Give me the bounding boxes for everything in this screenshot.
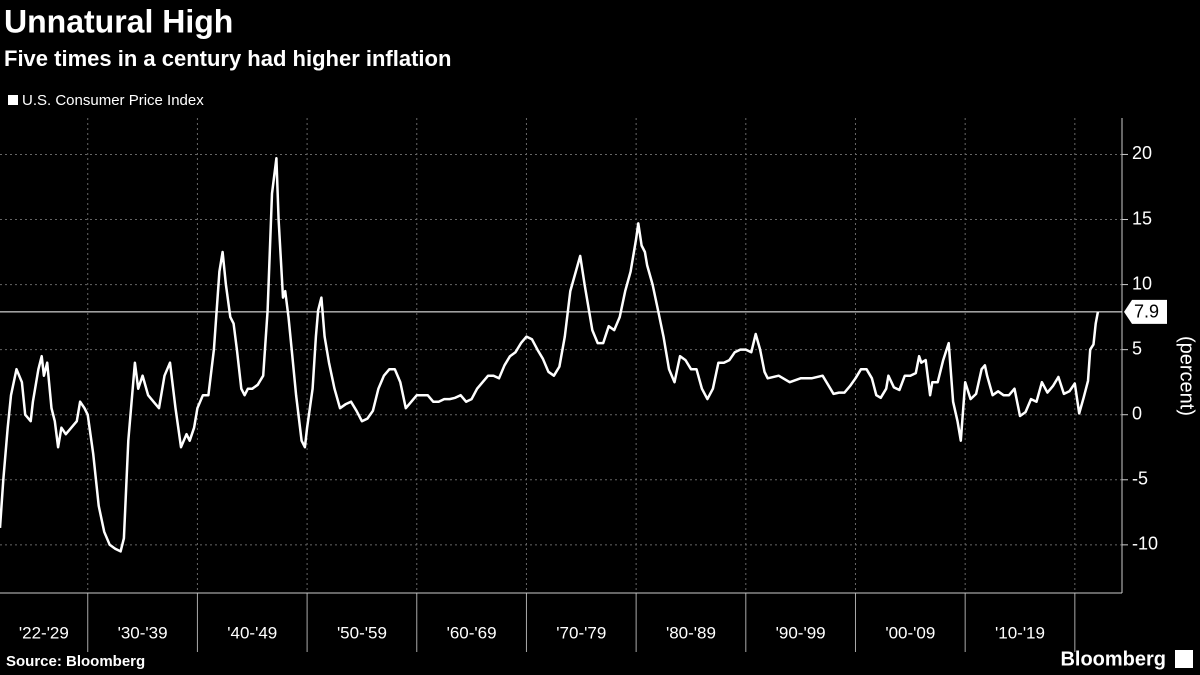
chart-title: Unnatural High xyxy=(4,3,233,39)
x-tick-label: '40-'49 xyxy=(227,623,277,642)
x-tick-label: '30-'39 xyxy=(118,623,168,642)
y-tick-label: -5 xyxy=(1132,469,1148,489)
x-tick-label: '60-'69 xyxy=(447,623,497,642)
reference-label-box xyxy=(1124,299,1167,324)
chart-subtitle: Five times in a century had higher infla… xyxy=(4,46,451,71)
y-tick-label: 5 xyxy=(1132,338,1142,358)
y-tick-label: 10 xyxy=(1132,273,1152,293)
brand-icon xyxy=(1175,650,1193,668)
reference-label: 7.9 xyxy=(1134,302,1159,322)
y-tick-label: 15 xyxy=(1132,208,1152,228)
x-tick-label: '00-'09 xyxy=(885,623,935,642)
source: Source: Bloomberg xyxy=(6,653,145,670)
line-series xyxy=(0,157,1100,553)
y-axis-label: (percent) xyxy=(1176,336,1198,416)
x-tick-label: '10-'19 xyxy=(995,623,1045,642)
x-tick-label: '70-'79 xyxy=(556,623,606,642)
x-tick-label: '22-'29 xyxy=(19,623,69,642)
x-tick-label: '80-'89 xyxy=(666,623,716,642)
y-tick-label: 20 xyxy=(1132,143,1152,163)
x-tick-label: '90-'99 xyxy=(776,623,826,642)
y-tick-label: -10 xyxy=(1132,534,1158,554)
legend-swatch xyxy=(8,95,18,105)
x-tick-label: '50-'59 xyxy=(337,623,387,642)
y-tick-label: 0 xyxy=(1132,403,1142,423)
legend-label: U.S. Consumer Price Index xyxy=(22,92,204,109)
brand: Bloomberg xyxy=(1060,648,1166,670)
